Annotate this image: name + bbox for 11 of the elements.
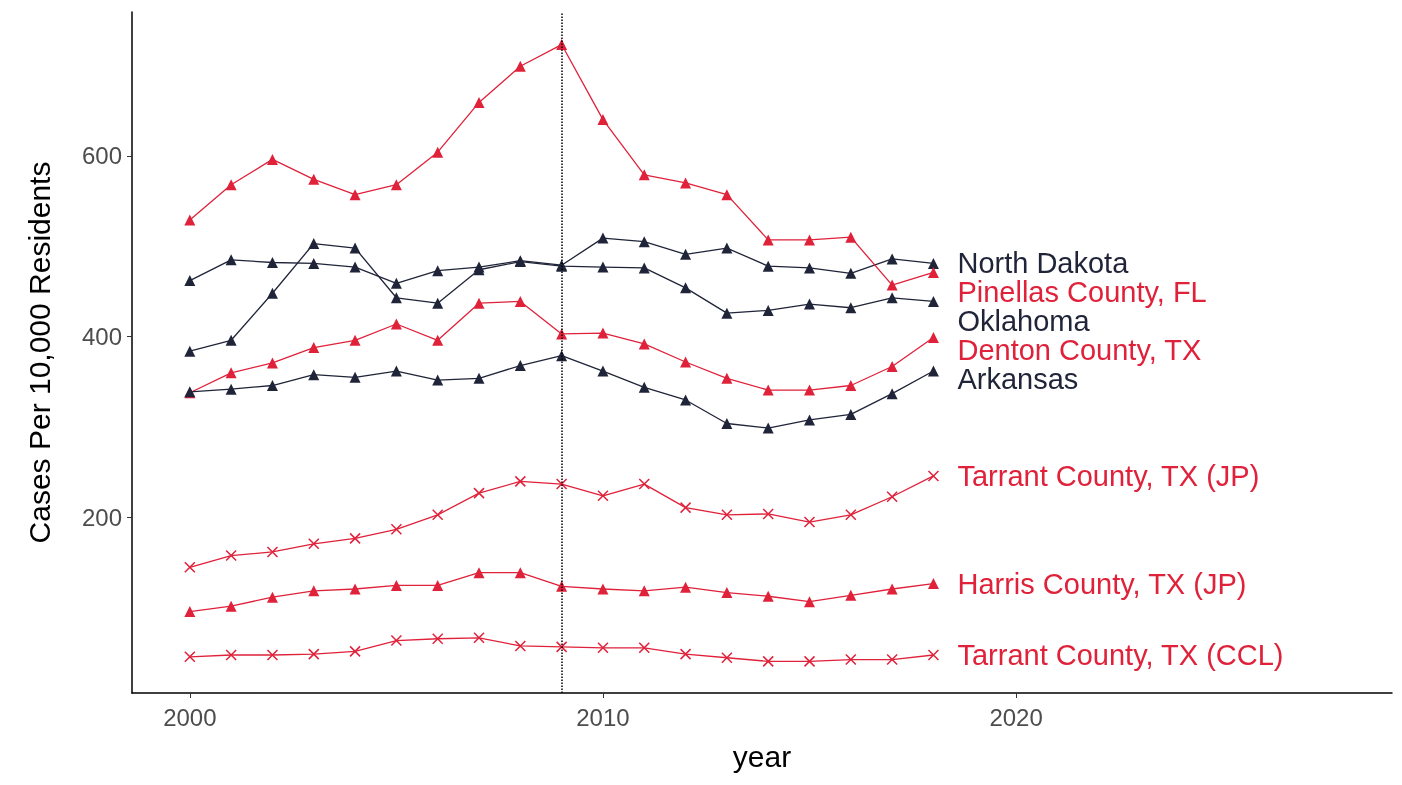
y-tick-label: 600: [81, 142, 122, 170]
y-tick-label: 200: [81, 504, 122, 532]
y-axis-title: Cases Per 10,000 Residents: [22, 161, 56, 544]
x-tick-label: 2020: [989, 703, 1043, 731]
y-tick-label: 400: [81, 323, 122, 351]
x-axis-title: year: [732, 739, 792, 773]
series-label: Harris County, TX (JP): [957, 567, 1247, 600]
x-tick-label: 2010: [576, 703, 630, 731]
series-label: Tarrant County, TX (JP): [957, 459, 1260, 492]
x-tick-label: 2000: [163, 703, 217, 731]
series-label: Tarrant County, TX (CCL): [957, 639, 1284, 672]
